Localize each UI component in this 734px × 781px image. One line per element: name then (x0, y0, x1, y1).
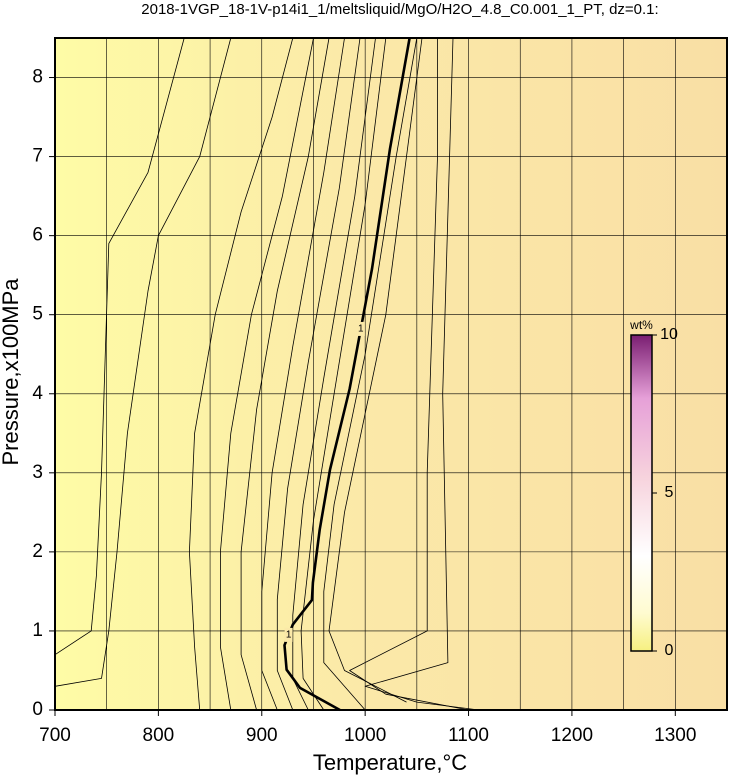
colorbar (630, 334, 653, 652)
y-axis-label: Pressure,x100MPa (0, 278, 23, 466)
x-tick-label: 1000 (344, 725, 386, 746)
plot-frame (54, 37, 728, 711)
contour-label: 1 (358, 324, 364, 335)
contour-label: 1 (286, 630, 292, 641)
y-tick-label: 2 (32, 541, 43, 562)
colorbar-tick-label: 5 (665, 484, 674, 501)
x-tick-label: 900 (246, 725, 278, 746)
x-tick-label: 1300 (654, 725, 696, 746)
contour-label-bg (284, 627, 293, 642)
contour-line (276, 37, 361, 711)
contour-line (240, 37, 330, 711)
contour-line (189, 37, 294, 711)
colorbar-tick-label: 10 (660, 326, 678, 343)
colorbar-tick-label: 0 (665, 642, 674, 659)
contour-line (283, 37, 411, 712)
y-tick-label: 3 (32, 462, 43, 483)
x-axis-label: Temperature,°C (313, 750, 467, 775)
y-tick-label: 7 (32, 146, 43, 167)
colorbar-label: wt% (629, 318, 653, 332)
contour-line (261, 37, 345, 711)
contour-line (323, 37, 418, 711)
y-tick-label: 8 (32, 67, 43, 88)
contour-line (300, 37, 387, 711)
contour-line (54, 37, 185, 656)
chart-title: 2018-1VGP_18-1V-p14i1_1/meltsliquid/MgO/… (141, 1, 658, 18)
contour-line (364, 37, 479, 711)
x-tick-label: 1200 (551, 725, 593, 746)
x-tick-label: 800 (143, 725, 175, 746)
x-tick-label: 1100 (448, 725, 489, 746)
contour-line (54, 37, 232, 687)
y-tick-label: 1 (32, 620, 43, 641)
y-tick-label: 4 (32, 383, 43, 404)
contour-line (349, 38, 469, 711)
y-tick-label: 0 (32, 699, 43, 720)
y-tick-label: 5 (32, 304, 43, 325)
contour-label-bg (356, 321, 365, 336)
contour-line (328, 37, 423, 703)
contour-line (220, 37, 314, 711)
x-tick-label: 700 (39, 725, 71, 746)
y-tick-label: 6 (32, 225, 43, 246)
